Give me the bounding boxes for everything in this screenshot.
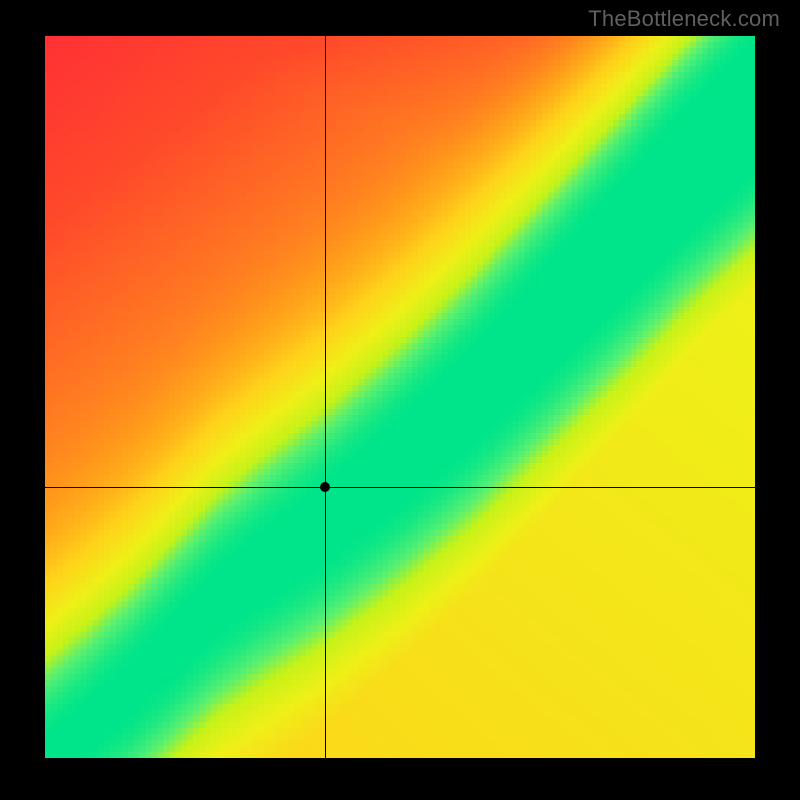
crosshair-horizontal-line: [45, 487, 755, 488]
watermark-text: TheBottleneck.com: [588, 6, 780, 32]
crosshair-vertical-line: [325, 36, 326, 758]
crosshair-marker-dot: [320, 482, 330, 492]
bottleneck-heatmap: [45, 36, 755, 758]
